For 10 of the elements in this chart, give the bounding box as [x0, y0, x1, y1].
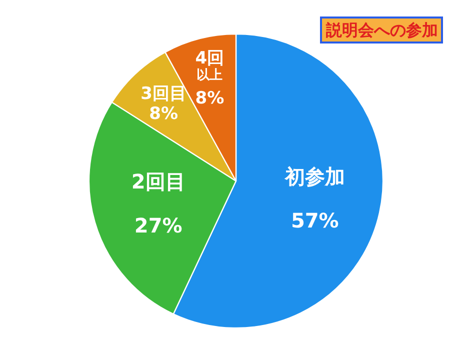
data-label: 27% [134, 214, 182, 238]
slice-label: 初参加 [284, 164, 345, 189]
data-label: 8% [149, 104, 178, 124]
chart-title: 説明会への参加 [325, 20, 438, 40]
title: 説明会への参加 [320, 16, 443, 44]
slice-label: 2回目 [131, 170, 186, 194]
slice-label: 4回以上 [195, 48, 224, 83]
data-label: 57% [290, 208, 339, 233]
slice-label: 3回目 [140, 84, 186, 104]
data-label: 8% [195, 88, 224, 108]
